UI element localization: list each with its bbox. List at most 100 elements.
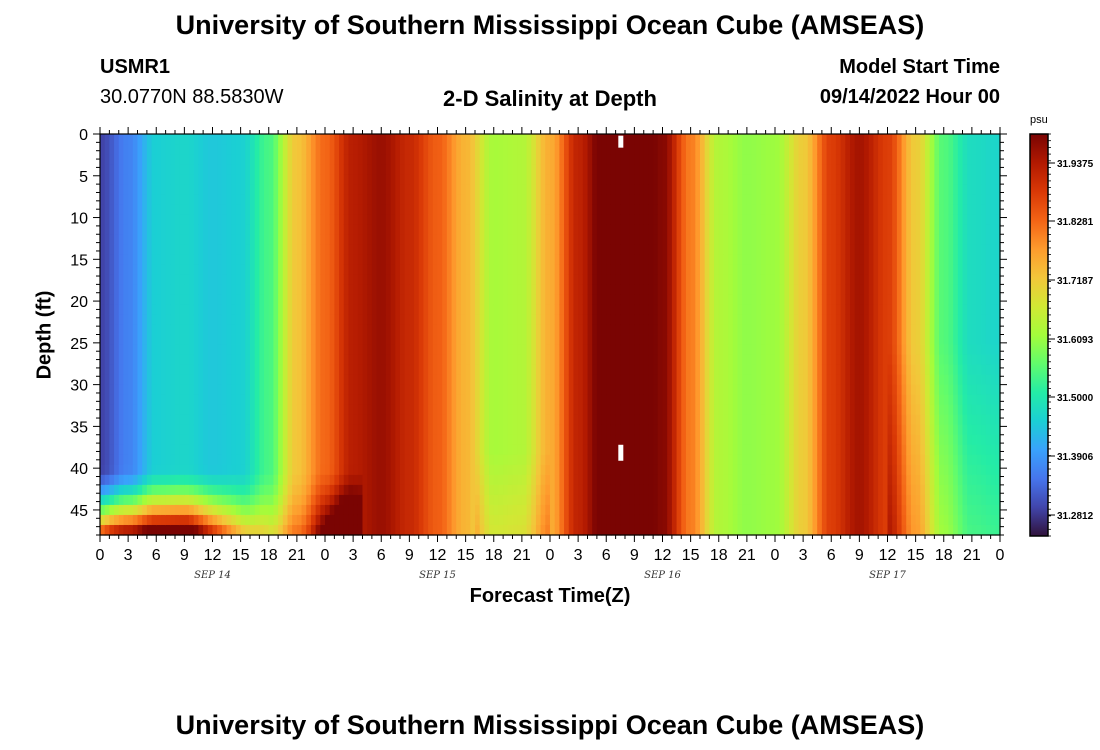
heatmap-cell	[250, 214, 256, 225]
heatmap-cell	[137, 144, 143, 155]
heatmap-cell	[123, 414, 129, 426]
heatmap-cell	[498, 294, 504, 306]
heatmap-cell	[606, 264, 612, 275]
heatmap-cell	[507, 394, 514, 406]
heatmap-cell	[343, 524, 350, 536]
heatmap-cell	[437, 374, 443, 386]
heatmap-cell	[526, 374, 532, 386]
heatmap-cell	[114, 444, 120, 456]
heatmap-cell	[671, 204, 678, 215]
heatmap-cell	[465, 414, 471, 426]
heatmap-cell	[325, 404, 331, 416]
heatmap-cell	[357, 454, 364, 466]
heatmap-cell	[282, 384, 289, 396]
heatmap-cell	[118, 214, 125, 225]
heatmap-cell	[653, 174, 659, 185]
heatmap-cell	[109, 344, 115, 356]
heatmap-cell	[325, 174, 331, 185]
heatmap-cell	[512, 314, 518, 326]
heatmap-cell	[315, 154, 321, 165]
heatmap-cell	[207, 384, 214, 396]
heatmap-cell	[404, 154, 410, 165]
heatmap-cell	[662, 344, 668, 356]
heatmap-cell	[620, 264, 626, 275]
heatmap-cell	[465, 204, 471, 215]
heatmap-cell	[132, 364, 139, 376]
heatmap-cell	[264, 474, 270, 486]
heatmap-cell	[648, 244, 654, 255]
heatmap-cell	[493, 384, 500, 396]
heatmap-cell	[137, 194, 143, 205]
heatmap-cell	[414, 484, 420, 496]
heatmap-cell	[526, 424, 532, 436]
heatmap-cell	[493, 284, 500, 295]
heatmap-cell	[259, 374, 265, 386]
heatmap-cell	[320, 524, 326, 536]
heatmap-cell	[198, 164, 204, 175]
heatmap-cell	[493, 414, 500, 426]
heatmap-cell	[268, 394, 275, 406]
heatmap-cell	[160, 484, 167, 496]
heatmap-cell	[653, 514, 659, 526]
heatmap-cell	[146, 194, 153, 205]
heatmap-cell	[104, 264, 110, 275]
heatmap-cell	[315, 334, 321, 346]
heatmap-cell	[671, 184, 678, 195]
heatmap-cell	[385, 284, 392, 295]
heatmap-cell	[367, 234, 373, 245]
heatmap-cell	[320, 264, 326, 275]
heatmap-cell	[217, 424, 223, 436]
heatmap-cell	[114, 504, 120, 516]
heatmap-cell	[240, 504, 246, 516]
heatmap-cell	[423, 144, 429, 155]
heatmap-cell	[582, 504, 589, 516]
heatmap-cell	[165, 434, 171, 446]
heatmap-cell	[545, 304, 551, 316]
heatmap-cell	[587, 354, 593, 366]
heatmap-cell	[493, 394, 500, 406]
heatmap-cell	[395, 184, 401, 195]
heatmap-cell	[104, 504, 110, 516]
heatmap-cell	[446, 264, 453, 275]
heatmap-cell	[564, 514, 570, 526]
heatmap-cell	[610, 384, 617, 396]
heatmap-cell	[512, 204, 518, 215]
heatmap-cell	[325, 304, 331, 316]
heatmap-cell	[367, 284, 373, 295]
heatmap-cell	[367, 394, 373, 406]
heatmap-cell	[118, 194, 125, 205]
heatmap-cell	[531, 404, 537, 416]
heatmap-cell	[432, 394, 439, 406]
heatmap-cell	[325, 484, 331, 496]
heatmap-cell	[418, 404, 425, 416]
heatmap-cell	[676, 414, 682, 426]
heatmap-cell	[648, 374, 654, 386]
heatmap-cell	[432, 314, 439, 326]
heatmap-cell	[559, 334, 565, 346]
heatmap-cell	[362, 424, 368, 436]
heatmap-cell	[128, 444, 134, 456]
heatmap-cell	[160, 454, 167, 466]
heatmap-cell	[254, 524, 260, 536]
heatmap-cell	[625, 404, 631, 416]
heatmap-cell	[409, 234, 415, 245]
heatmap-cell	[240, 294, 246, 306]
heatmap-cell	[643, 334, 650, 346]
heatmap-cell	[535, 314, 542, 326]
heatmap-cell	[489, 174, 495, 185]
heatmap-cell	[625, 134, 631, 145]
heatmap-cell	[610, 194, 617, 205]
heatmap-cell	[507, 294, 514, 306]
heatmap-cell	[676, 194, 682, 205]
heatmap-cell	[475, 214, 481, 225]
heatmap-cell	[118, 414, 125, 426]
heatmap-cell	[657, 454, 664, 466]
heatmap-cell	[240, 354, 246, 366]
heatmap-cell	[610, 314, 617, 326]
heatmap-cell	[662, 274, 668, 285]
heatmap-cell	[418, 324, 425, 336]
heatmap-cell	[540, 454, 546, 466]
heatmap-cell	[395, 244, 401, 255]
heatmap-cell	[282, 324, 289, 336]
heatmap-cell	[170, 154, 176, 165]
